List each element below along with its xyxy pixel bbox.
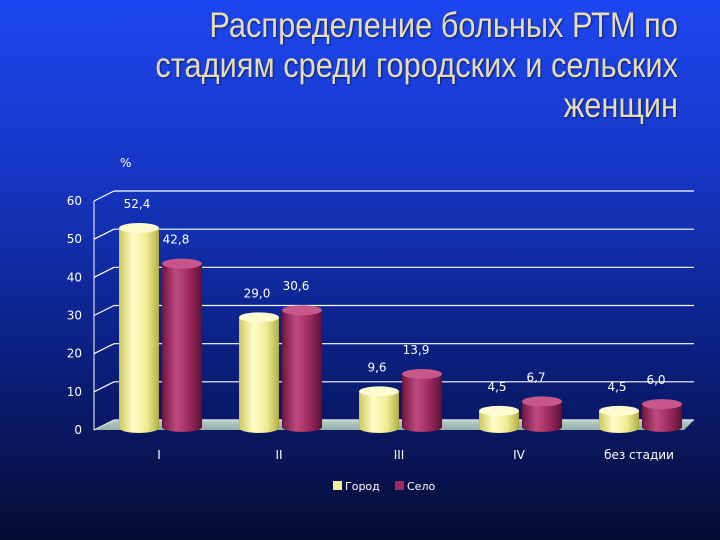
bar-Город-II <box>238 312 280 434</box>
data-label: 30,6 <box>283 279 310 293</box>
bar-Село-III <box>401 368 443 433</box>
bar-Город-III <box>358 386 400 434</box>
y-tick-label: 10 <box>67 385 82 399</box>
bar-Село-I <box>161 258 203 433</box>
data-label: 42,8 <box>163 233 190 247</box>
data-label: 13,9 <box>403 343 430 357</box>
bar-Село-II <box>281 305 323 433</box>
bar-Город-без стадии <box>598 405 640 434</box>
y-tick-label: 40 <box>67 270 82 284</box>
legend-item: Город <box>333 480 380 493</box>
bars <box>118 223 683 434</box>
legend: Город Село <box>333 480 435 493</box>
bar-Город-IV <box>478 405 520 434</box>
data-label: 6,7 <box>526 370 545 384</box>
bar-Город-I <box>118 223 160 434</box>
x-category-label: I <box>157 448 161 462</box>
grid-line <box>93 190 694 202</box>
data-label: 4,5 <box>487 380 506 394</box>
y-axis-ticks: 0 10 20 30 40 50 60 <box>67 194 82 437</box>
x-category-label: без стадии <box>604 448 674 462</box>
y-tick-label: 20 <box>67 347 82 361</box>
data-labels: 52,4 42,8 29,0 30,6 9,6 13,9 4,5 6,7 4,5 6,0 <box>124 197 666 394</box>
grid-line <box>93 304 694 317</box>
grid-line <box>93 343 694 355</box>
data-label: 6,0 <box>646 373 665 387</box>
data-label: 9,6 <box>367 360 386 374</box>
bar-Село-IV <box>521 396 563 433</box>
y-tick-label: 0 <box>74 423 82 437</box>
x-category-label: II <box>275 448 282 462</box>
data-label: 4,5 <box>607 380 626 394</box>
data-label: 29,0 <box>244 286 271 300</box>
slide-title: Распределение больных РТМ по стадиям сре… <box>155 6 678 125</box>
legend-swatch <box>395 481 404 490</box>
category-labels: I II III IV без стадии <box>157 448 674 462</box>
x-category-label: IV <box>513 448 526 462</box>
data-label: 52,4 <box>124 197 151 211</box>
grid-line <box>93 266 694 278</box>
y-unit-label: % <box>120 156 131 170</box>
bar-Село-без стадии <box>641 399 683 433</box>
x-category-label: III <box>394 448 405 462</box>
grid-line <box>93 228 694 240</box>
legend-item: Село <box>395 480 435 493</box>
y-tick-label: 30 <box>67 309 82 323</box>
legend-label: Город <box>345 480 380 493</box>
y-tick-label: 60 <box>67 194 82 208</box>
legend-label: Село <box>407 480 435 493</box>
legend-swatch <box>333 481 342 490</box>
y-tick-label: 50 <box>67 232 82 246</box>
